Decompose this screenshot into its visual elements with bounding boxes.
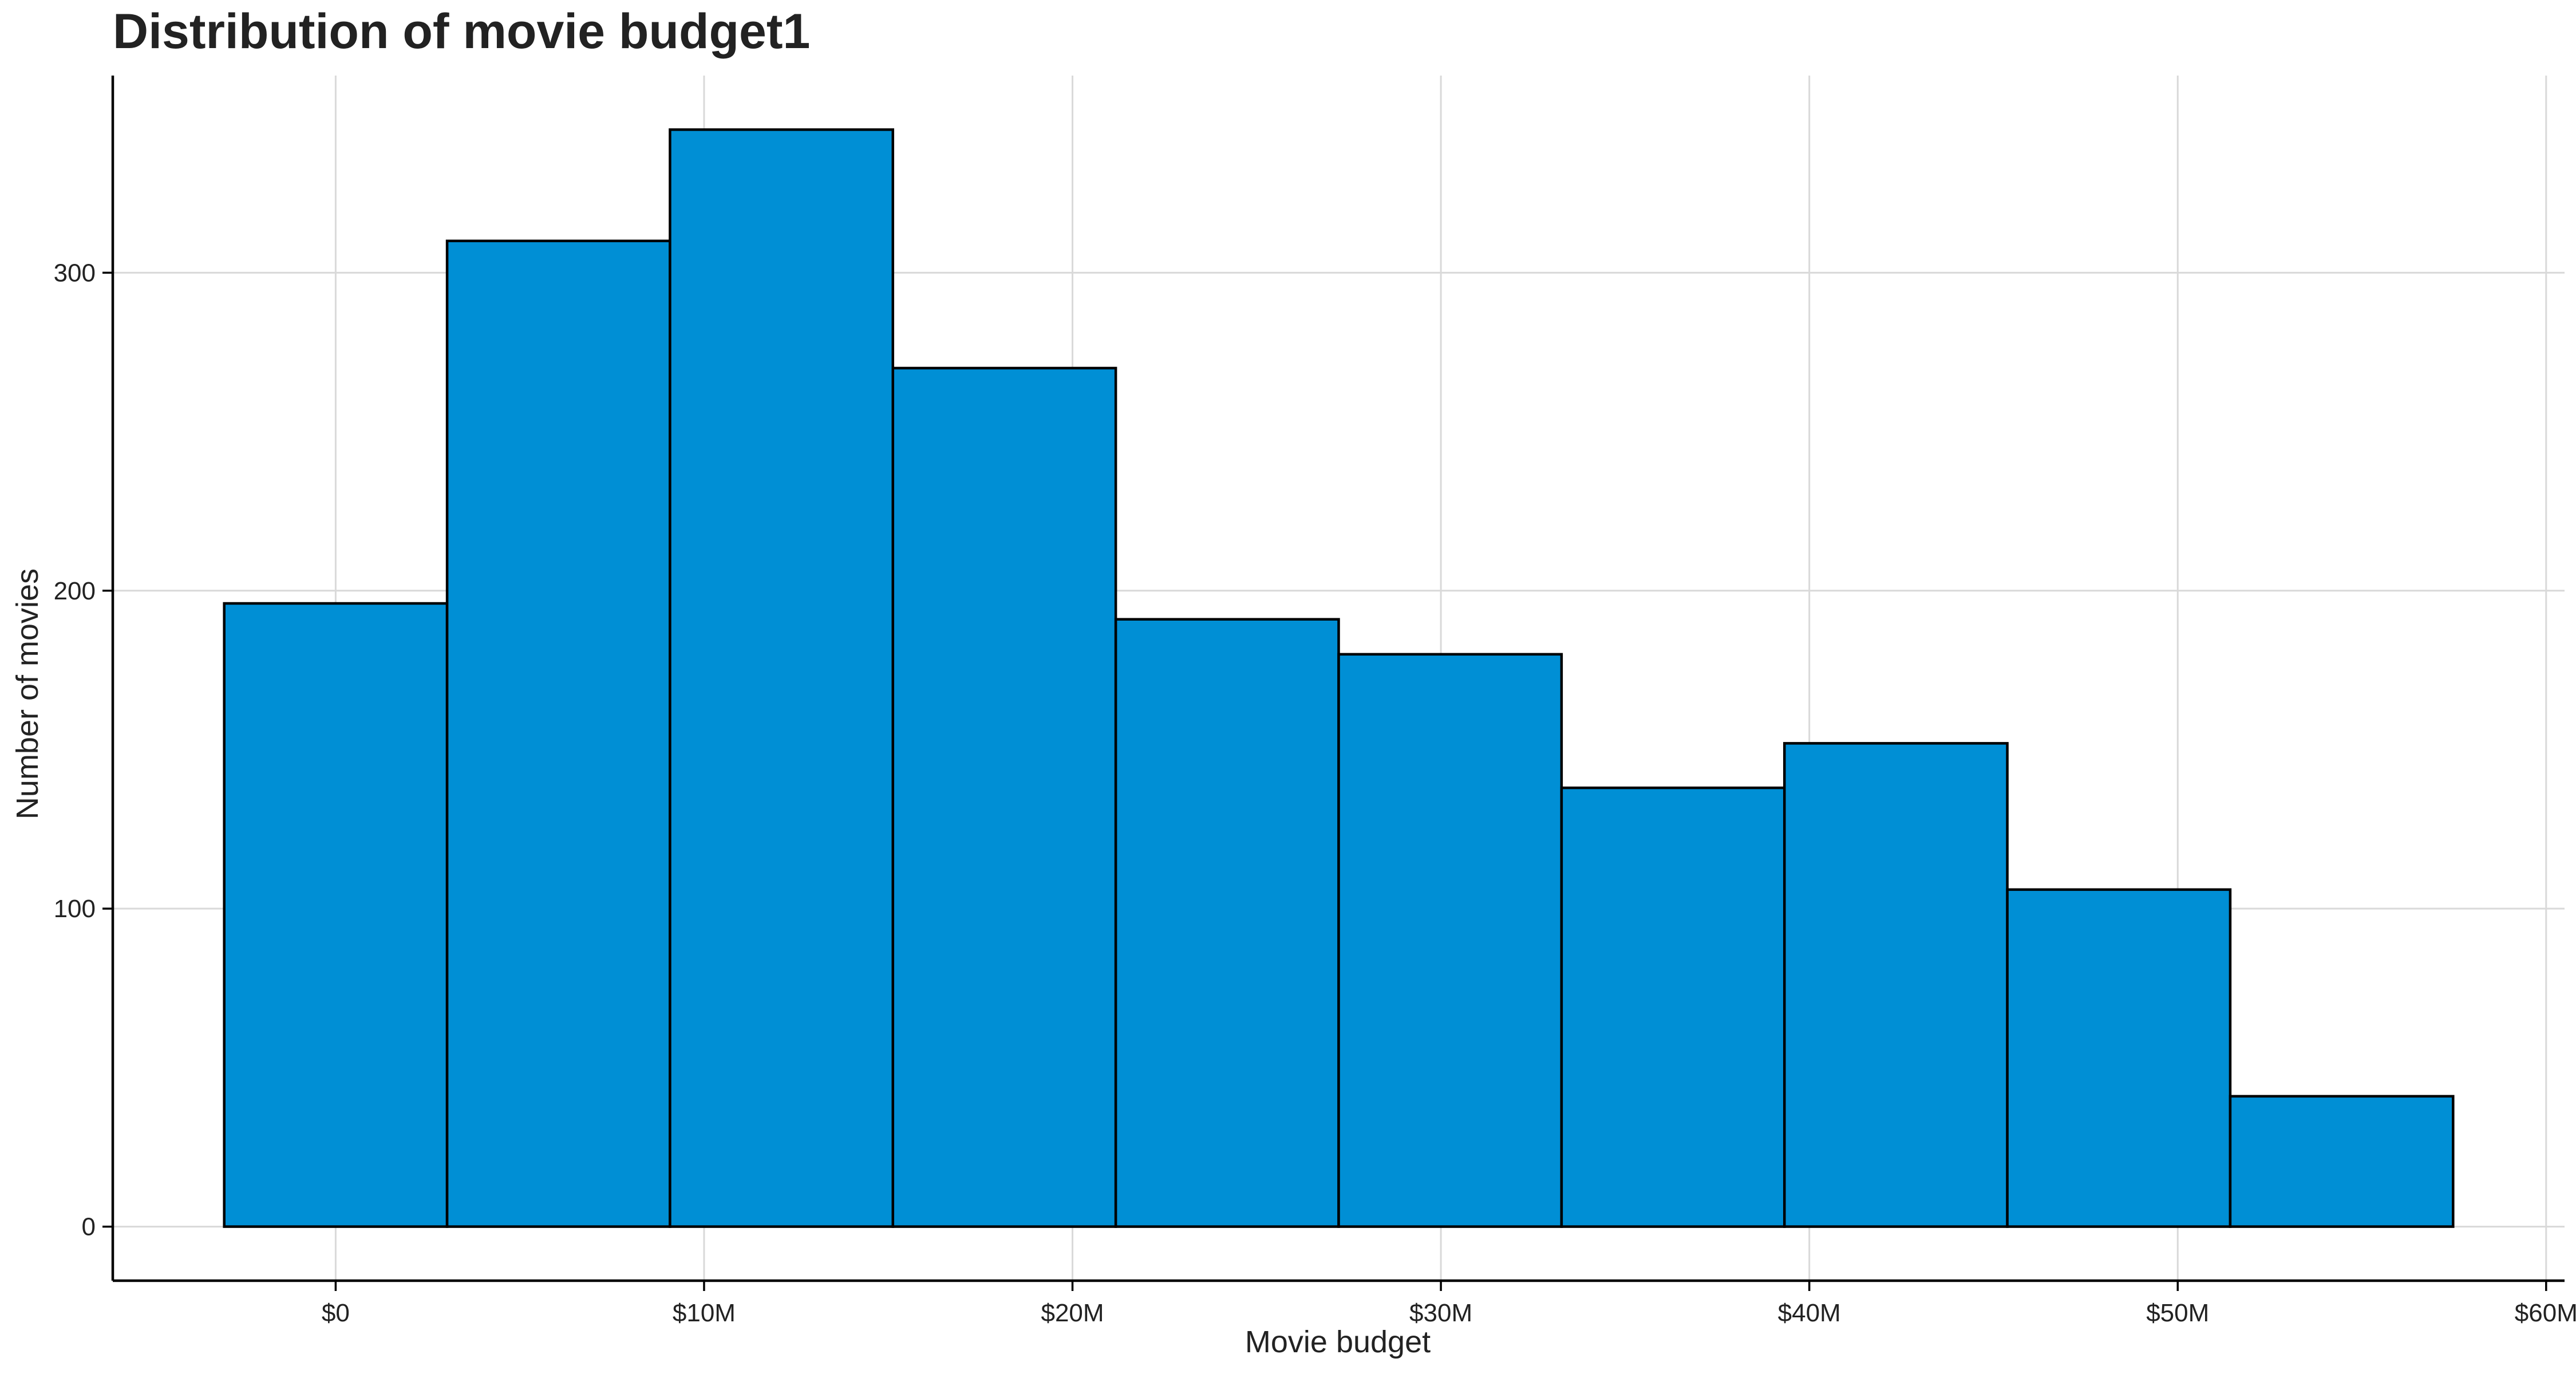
histogram-bar [669,128,895,1228]
y-tick-label: 100 [54,895,96,923]
axes [111,76,2565,1282]
x-axis-title: Movie budget [1245,1325,1431,1359]
histogram-bar [1560,786,1786,1228]
x-tick-label: $60M [2515,1299,2576,1327]
y-axis-ticks: 0 100 200 300 [54,259,113,1241]
x-tick-label: $40M [1778,1299,1841,1327]
histogram-bar [1114,618,1340,1228]
histogram-bar [891,366,1117,1228]
histogram-bar [1783,742,2009,1228]
histogram-bar [2229,1095,2455,1228]
x-tick-label: $50M [2146,1299,2209,1327]
x-tick-label: $30M [1409,1299,1472,1327]
y-tick-label: 300 [54,259,96,287]
histogram-bar [1337,653,1563,1228]
y-tick-label: 0 [82,1213,96,1241]
x-tick-label: $0 [322,1299,350,1327]
histogram-bar [223,602,449,1228]
y-axis-title: Number of movies [10,568,45,819]
histogram-bar [2006,888,2232,1228]
chart-title: Distribution of movie budget1 [113,4,810,59]
x-tick-label: $10M [673,1299,736,1327]
x-axis-ticks: $0 $10M $20M $30M $40M $50M $60M [322,1281,2576,1327]
histogram-bars [223,128,2455,1228]
y-tick-label: 200 [54,577,96,605]
x-tick-label: $20M [1041,1299,1104,1327]
histogram-bar [445,239,671,1228]
